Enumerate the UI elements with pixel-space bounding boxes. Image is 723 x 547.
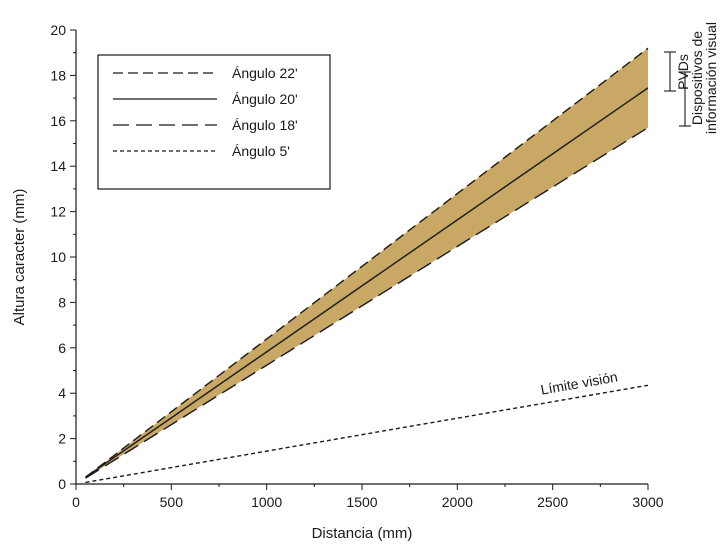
y-tick-label-16: 16 xyxy=(50,113,66,129)
series-layer xyxy=(85,47,649,484)
bracket-pvds xyxy=(664,51,676,92)
annotation-devices-line1: Dispositivos de xyxy=(689,31,705,125)
legend: Ángulo 22' Ángulo 20' Ángulo 18' Ángulo … xyxy=(97,54,331,190)
x-tick-label-2500: 2500 xyxy=(537,494,568,510)
y-tick-label-12: 12 xyxy=(50,204,66,220)
x-tick-label-0: 0 xyxy=(72,494,80,510)
y-tick-label-0: 0 xyxy=(58,476,66,492)
bracket-visual-devices xyxy=(679,71,691,127)
x-axis-title: Distancia (mm) xyxy=(312,525,413,542)
y-tick-label-20: 20 xyxy=(50,22,66,38)
y-tick-label-18: 18 xyxy=(50,67,66,83)
legend-label-angle-22: Ángulo 22' xyxy=(232,65,298,81)
x-tick-label-1000: 1000 xyxy=(251,494,282,510)
legend-label-angle-5: Ángulo 5' xyxy=(232,143,290,159)
x-tick-label-500: 500 xyxy=(160,494,184,510)
x-tick-label-3000: 3000 xyxy=(632,494,663,510)
legend-label-angle-20: Ángulo 20' xyxy=(232,91,298,107)
series-line-angle-22 xyxy=(85,47,649,478)
ticks: 0 500 1000 1500 2000 2500 3000 0 2 4 6 8 10 12 14 16 18 2… xyxy=(50,22,663,510)
series-line-angle-18 xyxy=(85,127,649,479)
annotation-devices-line2: información visual xyxy=(703,22,719,134)
x-tick-label-1500: 1500 xyxy=(346,494,377,510)
legend-box xyxy=(97,54,331,190)
y-tick-label-10: 10 xyxy=(50,249,66,265)
y-tick-label-2: 2 xyxy=(58,431,66,447)
y-tick-label-4: 4 xyxy=(58,385,66,401)
y-tick-label-8: 8 xyxy=(58,294,66,310)
y-tick-label-14: 14 xyxy=(50,158,66,174)
y-tick-label-6: 6 xyxy=(58,340,66,356)
series-line-angle-20 xyxy=(85,87,649,478)
legend-label-angle-18: Ángulo 18' xyxy=(232,117,298,133)
y-axis-title: Altura caracter (mm) xyxy=(11,189,28,326)
x-tick-label-2000: 2000 xyxy=(442,494,473,510)
annotation-limit-vision: Límite visión xyxy=(539,368,618,397)
series-line-angle-5 xyxy=(85,384,649,484)
